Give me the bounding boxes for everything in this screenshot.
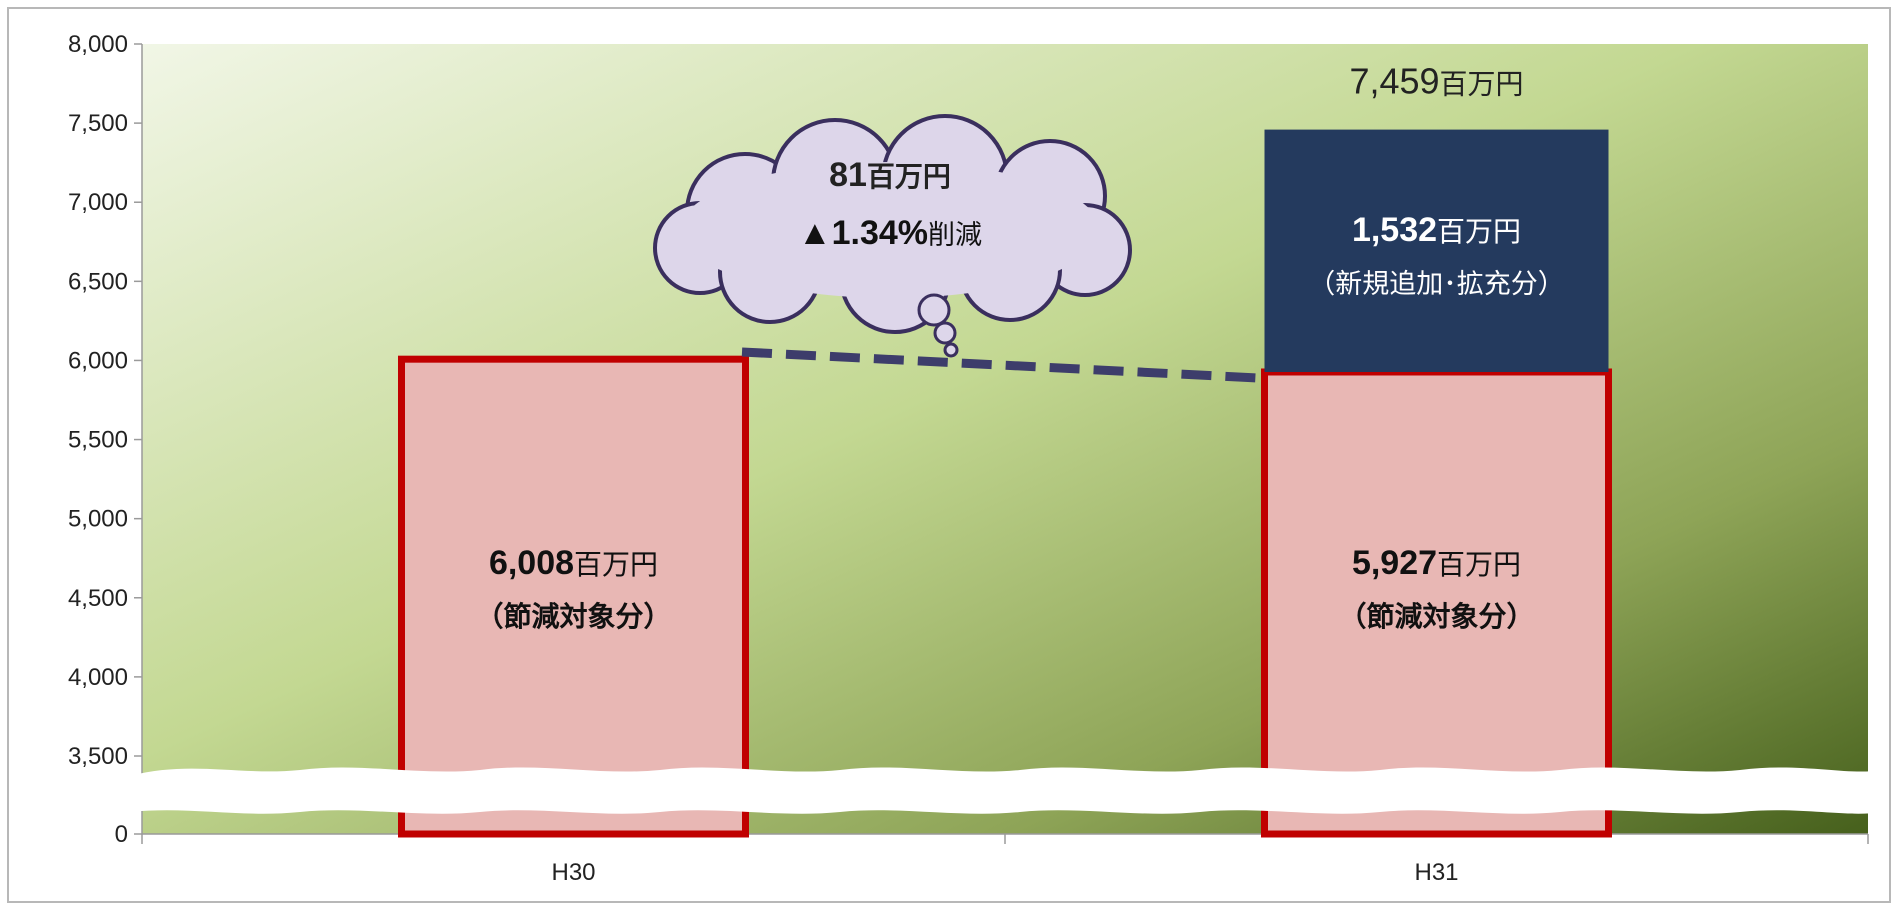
x-tick-label: H30 bbox=[551, 859, 595, 886]
bars bbox=[398, 129, 1612, 838]
y-tick-label: 3,500 bbox=[68, 743, 128, 770]
bar-value-number: 6,008 bbox=[489, 544, 574, 582]
bar-value-number: 1,532 bbox=[1352, 211, 1437, 249]
data-labels: 6,008百万円（節減対象分）5,927百万円（節減対象分）1,532百万円（新… bbox=[475, 61, 1564, 633]
y-tick-label: 5,000 bbox=[68, 506, 128, 533]
y-tick-label: 0 bbox=[115, 821, 128, 848]
y-tick-label: 7,000 bbox=[68, 189, 128, 216]
bar-value-unit: 百万円 bbox=[574, 548, 658, 581]
total-number: 7,459 bbox=[1349, 61, 1439, 102]
bar-value-label: 5,927百万円 bbox=[1352, 544, 1521, 582]
callout-amount: 81 bbox=[829, 156, 867, 194]
callout-line-2: ▲1.34%削減 bbox=[798, 214, 982, 252]
x-axis: H30 H31 bbox=[141, 833, 1869, 886]
y-tick-label: 6,000 bbox=[68, 347, 128, 374]
y-tick-label: 5,500 bbox=[68, 427, 128, 454]
bar-category-note: （節減対象分） bbox=[475, 600, 671, 633]
y-tick-label: 4,500 bbox=[68, 585, 128, 612]
callout-line-1: 81百万円 bbox=[829, 156, 951, 194]
y-axis: 0 3,500 4,000 4,500 5,000 5,500 6,000 6,500 7,00… bbox=[68, 31, 143, 848]
bar-category-note: （新規追加･拡充分） bbox=[1308, 269, 1565, 300]
y-tick-label: 7,500 bbox=[68, 110, 128, 137]
bar-value-unit: 百万円 bbox=[1437, 215, 1521, 248]
callout-cloud: 81百万円 ▲1.34%削減 bbox=[653, 114, 1132, 358]
y-tick-label: 4,000 bbox=[68, 664, 128, 691]
bar-value-label: 6,008百万円 bbox=[489, 544, 658, 582]
total-unit: 百万円 bbox=[1440, 68, 1524, 101]
bar-value-number: 5,927 bbox=[1352, 544, 1437, 582]
bar-H31-series-0 bbox=[1261, 368, 1612, 838]
callout-percent: ▲1.34% bbox=[798, 214, 928, 252]
bar-H30-series-0 bbox=[398, 355, 749, 838]
bar-H31-series-1 bbox=[1264, 129, 1609, 372]
callout-reduction-label: 削減 bbox=[928, 220, 982, 251]
callout-unit: 百万円 bbox=[867, 160, 951, 193]
total-label: 7,459百万円 bbox=[1349, 61, 1523, 102]
y-tick-label: 8,000 bbox=[68, 31, 128, 58]
y-tick-label: 6,500 bbox=[68, 268, 128, 295]
bar-value-label: 1,532百万円 bbox=[1352, 211, 1521, 249]
bar-value-unit: 百万円 bbox=[1437, 548, 1521, 581]
axis-break-band bbox=[130, 767, 1880, 814]
x-tick-label: H31 bbox=[1414, 859, 1458, 886]
bar-category-note: （節減対象分） bbox=[1338, 600, 1534, 633]
